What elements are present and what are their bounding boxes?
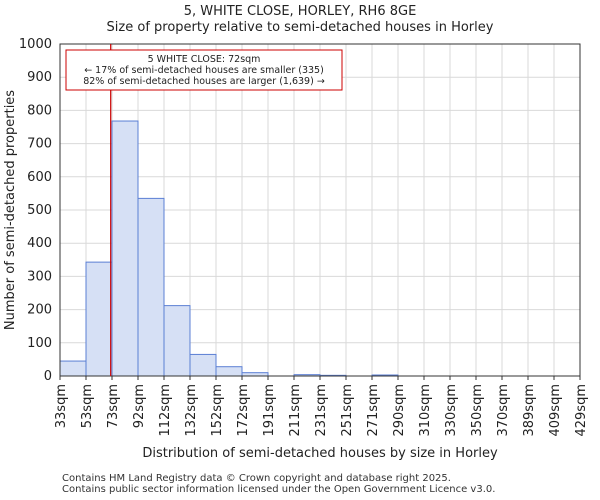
histogram-bar <box>215 366 243 377</box>
x-tick-label: 191sqm <box>262 384 277 437</box>
y-tick-label: 0 <box>44 369 52 384</box>
x-tick-label: 53sqm <box>80 384 95 428</box>
histogram-bar <box>59 360 87 377</box>
x-tick-label: 409sqm <box>548 384 563 437</box>
y-tick-label: 800 <box>27 103 52 118</box>
annotation-layer: 5 WHITE CLOSE: 72sqm← 17% of semi-detach… <box>65 44 343 376</box>
x-tick-label: 251sqm <box>340 384 355 437</box>
annotation-box <box>65 49 343 91</box>
x-axis-label: Distribution of semi-detached houses by … <box>142 446 498 461</box>
histogram-bar <box>163 305 191 377</box>
annotation-larger: 82% of semi-detached houses are larger (… <box>83 76 325 87</box>
histogram-bar <box>189 353 217 377</box>
y-tick-label: 300 <box>27 269 52 284</box>
x-tick-label: 132sqm <box>184 384 199 437</box>
y-tick-label: 600 <box>27 170 52 185</box>
histogram-bar <box>137 197 165 377</box>
x-tick-label: 330sqm <box>444 384 459 437</box>
x-tick-label: 112sqm <box>158 384 173 437</box>
x-tick-label: 429sqm <box>574 384 589 437</box>
x-tick-label: 271sqm <box>366 384 381 437</box>
x-tick-label: 152sqm <box>210 384 225 437</box>
axes-layer: 0 100 200 300 400 500 600 700 800 900 1000 33sqm 53s… <box>3 37 589 461</box>
x-tick-label: 370sqm <box>496 384 511 437</box>
histogram-bar <box>111 120 139 377</box>
x-tick-label: 211sqm <box>288 384 303 437</box>
y-axis-label: Number of semi-detached properties <box>3 90 18 330</box>
y-tick-label: 400 <box>27 236 52 251</box>
histogram-bar <box>85 261 113 377</box>
x-tick-label: 73sqm <box>106 384 121 428</box>
y-tick-label: 500 <box>27 203 52 218</box>
footer-credit-2: Contains public sector information licen… <box>62 484 496 495</box>
x-tick-label: 310sqm <box>418 384 433 437</box>
x-tick-label: 290sqm <box>392 384 407 437</box>
y-tick-label: 200 <box>27 303 52 318</box>
y-tick-label: 900 <box>27 70 52 85</box>
x-tick-label: 389sqm <box>522 384 537 437</box>
footer-credit-1: Contains HM Land Registry data © Crown c… <box>62 473 451 484</box>
y-tick-label: 1000 <box>19 37 52 52</box>
chart-subtitle: Size of property relative to semi-detach… <box>106 20 494 35</box>
y-tick-label: 700 <box>27 137 52 152</box>
x-tick-label: 350sqm <box>470 384 485 437</box>
x-tick-label: 92sqm <box>132 384 147 428</box>
x-tick-label: 231sqm <box>314 384 329 437</box>
x-tick-label: 33sqm <box>54 384 69 428</box>
annotation-title: 5 WHITE CLOSE: 72sqm <box>148 54 261 65</box>
chart-title: 5, WHITE CLOSE, HORLEY, RH6 8GE <box>183 4 417 19</box>
x-tick-label: 172sqm <box>236 384 251 437</box>
y-tick-label: 100 <box>27 336 52 351</box>
annotation-smaller: ← 17% of semi-detached houses are smalle… <box>84 65 324 76</box>
